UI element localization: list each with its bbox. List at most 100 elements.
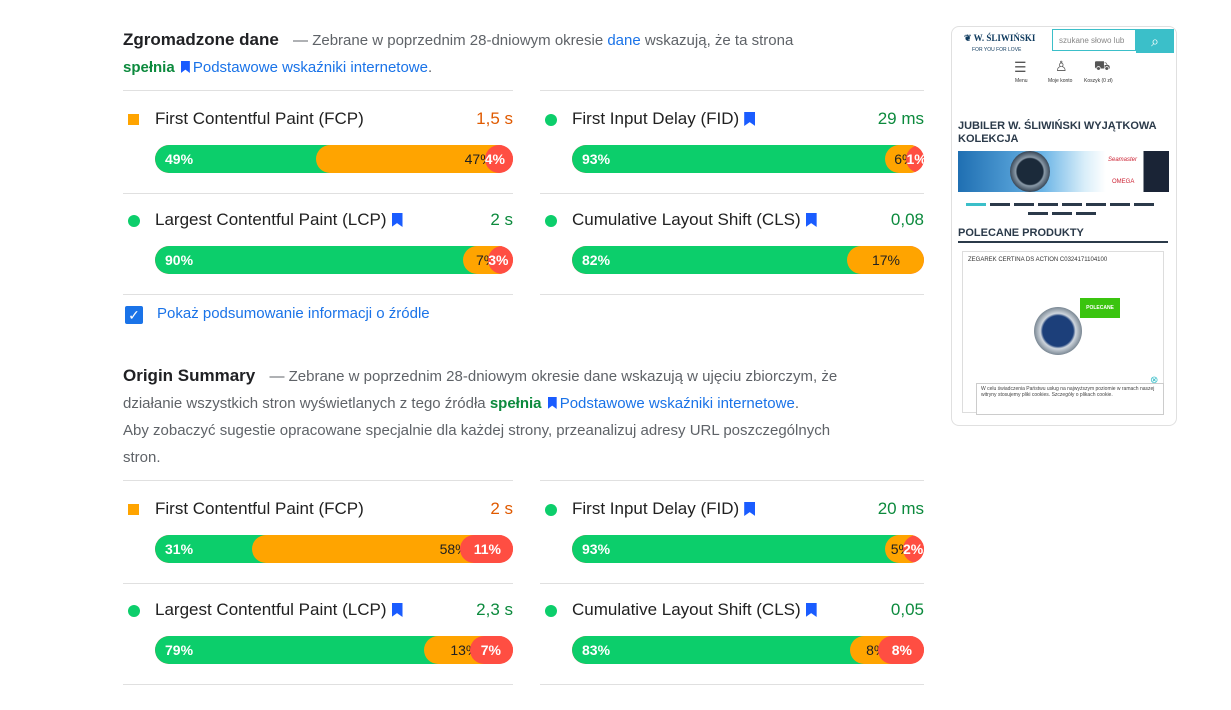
metric-header: First Input Delay (FID) 29 ms (540, 107, 924, 131)
metric-header: Cumulative Layout Shift (CLS) 0,08 (540, 208, 924, 232)
preview-banner-brand: Seamaster (1108, 157, 1138, 163)
metric-value: 0,08 (890, 210, 924, 229)
metric-value: 2 s (490, 499, 513, 518)
distribution-bar: 31% 58% 11% (155, 535, 513, 563)
good-segment: 31% (155, 535, 266, 563)
bookmark-icon (391, 213, 403, 227)
poor-segment: 2% (902, 535, 924, 563)
good-segment: 83% (572, 636, 865, 664)
page-preview-thumbnail: ❦ W. ŚLIWIŃSKI FOR YOU FOR LOVE szukane … (951, 26, 1177, 426)
good-circle-icon (128, 215, 140, 227)
metric-card: Largest Contentful Paint (LCP) 2 s 90% 7% 3% (123, 192, 513, 295)
show-origin-label[interactable]: Pokaż podsumowanie informacji o źródle (157, 305, 430, 322)
metric-name: First Input Delay (FID) (572, 497, 758, 521)
bookmark-icon (805, 603, 817, 617)
preview-cookie-banner: W celu świadczenia Państwu usług na najw… (976, 383, 1164, 415)
preview-badge: POLECANE (1080, 298, 1120, 318)
preview-cart-icon: ⛟ (1094, 58, 1111, 73)
origin-desc-1: — Zebrane w poprzednim 28-dniowym okresi… (269, 368, 838, 385)
cwv-link[interactable]: Podstawowe wskaźniki internetowe (192, 59, 428, 76)
average-segment: 47% (316, 145, 499, 173)
metric-card: First Input Delay (FID) 20 ms 93% 5% 2% (540, 480, 924, 584)
preview-logo: ❦ W. ŚLIWIŃSKI (964, 33, 1036, 43)
poor-segment: 8% (878, 636, 924, 664)
preview-search-input: szukane słowo lub (1052, 29, 1136, 51)
metric-value: 0,05 (890, 600, 924, 619)
metric-card: First Input Delay (FID) 29 ms 93%6%1% (540, 90, 924, 194)
good-circle-icon (128, 605, 140, 617)
good-segment: 49% (155, 145, 331, 173)
bookmark-icon (180, 61, 190, 73)
metric-card: First Contentful Paint (FCP) 1,5 s 49% 47% 4… (123, 90, 513, 194)
preview-banner-logo: OMEGA (1112, 179, 1135, 185)
good-circle-icon (545, 114, 557, 126)
average-square-icon (128, 114, 139, 125)
metric-header: First Contentful Paint (FCP) 2 s (123, 497, 513, 521)
poor-segment: 3% (488, 246, 513, 274)
field-data-desc-post: wskazują, że ta strona (640, 32, 794, 49)
good-circle-icon (545, 504, 557, 516)
distribution-bar: 82% 17% (572, 246, 924, 274)
distribution-bar: 49% 47% 4% (155, 145, 513, 173)
origin-cwv-link[interactable]: Podstawowe wskaźniki internetowe (559, 395, 795, 412)
good-segment: 79% (155, 636, 438, 664)
preview-carousel-dots (966, 203, 1166, 215)
metric-header: First Contentful Paint (FCP) 1,5 s (123, 107, 513, 131)
metric-name: Largest Contentful Paint (LCP) (155, 208, 406, 232)
metric-card: Cumulative Layout Shift (CLS) 0,05 83% 8% 8% (540, 582, 924, 685)
bookmark-icon (744, 112, 756, 126)
metric-value: 29 ms (877, 109, 924, 128)
metric-value: 20 ms (877, 499, 924, 518)
origin-summary-title: Origin Summary (123, 366, 256, 385)
origin-pass-label: spełnia (489, 395, 542, 412)
origin-summary-header: Origin Summary — Zebrane w poprzednim 28… (123, 362, 923, 471)
metric-header: First Input Delay (FID) 20 ms (540, 497, 924, 521)
average-segment: 58% (251, 535, 474, 563)
preview-nav-account: Moje konto (1048, 78, 1073, 84)
poor-segment: 1% (906, 145, 924, 173)
poor-segment: 4% (484, 145, 513, 173)
average-square-icon (128, 504, 139, 515)
good-segment: 93% (572, 145, 900, 173)
field-data-title: Zgromadzone dane (123, 30, 279, 49)
good-segment: 93% (572, 535, 900, 563)
preview-tagline: FOR YOU FOR LOVE (972, 47, 1022, 53)
good-circle-icon (545, 605, 557, 617)
preview-nav-menu: Menu (1015, 78, 1028, 84)
metric-name: First Contentful Paint (FCP) (155, 109, 364, 128)
data-link[interactable]: dane (607, 32, 641, 49)
preview-nav-cart: Koszyk (0 zł) (1084, 78, 1113, 84)
origin-desc-2: działanie wszystkich stron wyświetlanych… (123, 395, 490, 412)
preview-search-icon: ⌕ (1136, 29, 1174, 53)
preview-heading: JUBILER W. ŚLIWIŃSKI WYJĄTKOWA KOLEKCJA (958, 120, 1157, 145)
distribution-bar: 93% 5% 2% (572, 535, 924, 563)
preview-menu-icon: ☰ (1014, 59, 1027, 75)
preview-account-icon: ♙ (1055, 58, 1068, 74)
period: . (427, 59, 433, 76)
metric-value: 1,5 s (476, 109, 513, 128)
show-origin-checkbox[interactable]: ✓ (125, 306, 143, 324)
preview-products-heading: POLECANE PRODUKTY (958, 227, 1168, 243)
good-circle-icon (545, 215, 557, 227)
metric-value: 2 s (490, 210, 513, 229)
good-segment: 90% (155, 246, 478, 274)
metric-header: Largest Contentful Paint (LCP) 2 s (123, 208, 513, 232)
pass-label: spełnia (123, 59, 175, 76)
metric-name: Cumulative Layout Shift (CLS) (572, 208, 820, 232)
bookmark-icon (744, 502, 756, 516)
metric-header: Largest Contentful Paint (LCP) 2,3 s (123, 598, 513, 622)
bookmark-icon (391, 603, 403, 617)
poor-segment: 7% (470, 636, 513, 664)
bookmark-icon (805, 213, 817, 227)
poor-segment: 11% (459, 535, 513, 563)
origin-desc-4: stron. (123, 449, 161, 466)
metric-header: Cumulative Layout Shift (CLS) 0,05 (540, 598, 924, 622)
metric-name: Largest Contentful Paint (LCP) (155, 598, 406, 622)
metric-name: First Contentful Paint (FCP) (155, 499, 364, 518)
bookmark-icon (547, 397, 557, 409)
field-data-desc-pre: — Zebrane w poprzednim 28-dniowym okresi… (293, 32, 608, 49)
preview-close-icon: ⊗ (1150, 375, 1159, 386)
metric-card: Largest Contentful Paint (LCP) 2,3 s 79% 13… (123, 582, 513, 685)
preview-watch-image (1010, 151, 1050, 192)
good-segment: 82% (572, 246, 861, 274)
